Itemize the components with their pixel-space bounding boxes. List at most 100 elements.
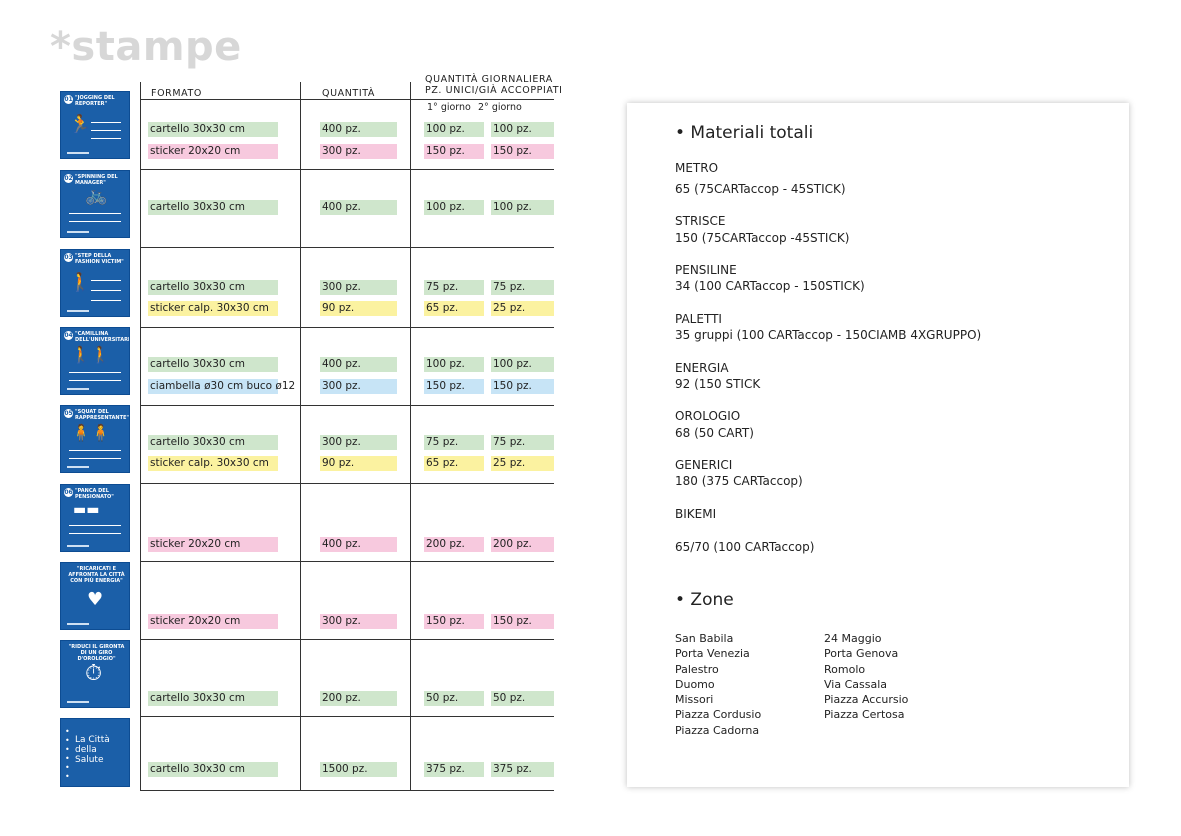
day1-cell: 100 pz. bbox=[424, 200, 484, 215]
day1-cell: 100 pz. bbox=[424, 122, 484, 137]
poster-thumbnail: 06 "PANCA DEL PENSIONATO" ▬▬ bbox=[60, 484, 130, 552]
material-value: 35 gruppi (100 CARTaccop - 150CIAMB 4XGR… bbox=[675, 328, 982, 342]
poster-number: 05 bbox=[64, 409, 73, 418]
material-value: 65/70 (100 CARTaccop) bbox=[675, 540, 815, 554]
quantity-cell: 300 pz. bbox=[320, 614, 397, 629]
day1-cell: 100 pz. bbox=[424, 357, 484, 372]
quantity-cell: 90 pz. bbox=[320, 301, 397, 316]
day2-cell: 25 pz. bbox=[491, 301, 554, 316]
material-value: 180 (375 CARTaccop) bbox=[675, 474, 803, 488]
header-day1: 1° giorno bbox=[427, 102, 471, 113]
row-separator bbox=[140, 247, 554, 248]
battery-heart-icon: ♥ bbox=[87, 589, 104, 610]
quantity-cell: 400 pz. bbox=[320, 357, 397, 372]
material-value: 92 (150 STICK bbox=[675, 377, 761, 391]
zone-item: Romolo bbox=[824, 662, 866, 676]
day2-cell: 25 pz. bbox=[491, 456, 554, 471]
zone-item: Missori bbox=[675, 693, 714, 707]
day2-cell: 150 pz. bbox=[491, 144, 554, 159]
format-cell: sticker calp. 30x30 cm bbox=[148, 456, 278, 471]
row-separator bbox=[140, 639, 554, 640]
quantity-cell: 90 pz. bbox=[320, 456, 397, 471]
format-cell: sticker 20x20 cm bbox=[148, 537, 278, 552]
poster-title: "JOGGING DEL REPORTER" bbox=[75, 95, 115, 107]
format-cell: cartello 30x30 cm bbox=[148, 435, 278, 450]
poster-thumbnail: 01 "JOGGING DEL REPORTER" 🏃 bbox=[60, 91, 130, 159]
day2-cell: 100 pz. bbox=[491, 200, 554, 215]
walking-figures-icon: 🚶🚶 bbox=[71, 345, 111, 364]
poster-title: "SQUAT DEL RAPPRESENTANTE" bbox=[75, 409, 130, 421]
poster-thumbnail: "RIDUCI IL GIRONTA DI UN GIRO D'OROLOGIO… bbox=[60, 640, 130, 708]
header-quantita: QUANTITÀ bbox=[322, 88, 376, 99]
day1-cell: 150 pz. bbox=[424, 144, 484, 159]
day1-cell: 200 pz. bbox=[424, 537, 484, 552]
zone-item: Via Cassala bbox=[824, 677, 887, 691]
row-separator bbox=[140, 716, 554, 717]
material-name: OROLOGIO bbox=[675, 409, 741, 423]
material-name: GENERICI bbox=[675, 458, 733, 472]
day1-cell: 65 pz. bbox=[424, 301, 484, 316]
day1-cell: 75 pz. bbox=[424, 435, 484, 450]
bicycle-icon: 🚲 bbox=[85, 185, 108, 206]
material-value: 34 (100 CARTaccop - 150STICK) bbox=[675, 279, 865, 293]
zones-column-1: San Babila Porta Venezia Palestro Duomo … bbox=[675, 631, 761, 738]
poster-thumbnail: La Città della Salute • • • • • • bbox=[60, 718, 130, 787]
row-separator bbox=[140, 483, 554, 484]
material-value: 65 (75CARTaccop - 45STICK) bbox=[675, 182, 846, 196]
poster-title: "CAMILLINA DELL'UNIVERSITARIO" bbox=[75, 331, 130, 343]
day2-cell: 50 pz. bbox=[491, 691, 554, 706]
zone-item: Duomo bbox=[675, 677, 715, 691]
zone-item: 24 Maggio bbox=[824, 632, 882, 645]
quantity-cell: 1500 pz. bbox=[320, 762, 397, 777]
zone-title: • Zone bbox=[675, 590, 734, 610]
summary-panel: • Materiali totali METRO 65 (75CARTaccop… bbox=[627, 103, 1129, 787]
day2-cell: 150 pz. bbox=[491, 614, 554, 629]
table-header-line bbox=[140, 99, 554, 100]
material-value: 150 (75CARTaccop -45STICK) bbox=[675, 231, 850, 245]
day2-cell: 200 pz. bbox=[491, 537, 554, 552]
poster-title: "RICARICATI E AFFRONTA LA CITTÀ CON PIÙ … bbox=[68, 566, 125, 584]
poster-thumbnail: "RICARICATI E AFFRONTA LA CITTÀ CON PIÙ … bbox=[60, 562, 130, 630]
poster-title: La Città della Salute bbox=[75, 735, 110, 765]
quantity-cell: 300 pz. bbox=[320, 435, 397, 450]
runner-icon: 🏃 bbox=[69, 114, 92, 135]
day1-cell: 150 pz. bbox=[424, 379, 484, 394]
zone-item: Palestro bbox=[675, 662, 719, 676]
header-day2: 2° giorno bbox=[478, 102, 522, 113]
table-divider-qty bbox=[300, 82, 301, 791]
poster-title: "SPINNING DEL MANAGER" bbox=[75, 174, 118, 186]
day2-cell: 150 pz. bbox=[491, 379, 554, 394]
poster-title: "STEP DELLA FASHION VICTIM" bbox=[75, 253, 124, 265]
day1-cell: 65 pz. bbox=[424, 456, 484, 471]
poster-title: "RIDUCI IL GIRONTA DI UN GIRO D'OROLOGIO… bbox=[68, 644, 125, 662]
format-cell: sticker calp. 30x30 cm bbox=[148, 301, 278, 316]
page-title: *stampe bbox=[50, 24, 242, 70]
format-cell: sticker 20x20 cm bbox=[148, 144, 278, 159]
format-cell: cartello 30x30 cm bbox=[148, 200, 278, 215]
header-daily-line1: QUANTITÀ GIORNALIERA bbox=[425, 74, 553, 85]
row-separator bbox=[140, 561, 554, 562]
material-name: PENSILINE bbox=[675, 263, 737, 277]
zones-column-2: 24 Maggio Porta Genova Romolo Via Cassal… bbox=[824, 631, 908, 723]
quantity-cell: 400 pz. bbox=[320, 537, 397, 552]
bench-icon: ▬▬ bbox=[73, 502, 100, 518]
quantity-cell: 300 pz. bbox=[320, 144, 397, 159]
quantity-cell: 300 pz. bbox=[320, 280, 397, 295]
format-cell: cartello 30x30 cm bbox=[148, 280, 278, 295]
format-cell: cartello 30x30 cm bbox=[148, 691, 278, 706]
day1-cell: 50 pz. bbox=[424, 691, 484, 706]
format-cell: cartello 30x30 cm bbox=[148, 357, 278, 372]
day2-cell: 100 pz. bbox=[491, 122, 554, 137]
zone-item: Porta Venezia bbox=[675, 647, 750, 661]
poster-thumbnail: 04 "CAMILLINA DELL'UNIVERSITARIO" 🚶🚶 bbox=[60, 327, 130, 395]
day1-cell: 375 pz. bbox=[424, 762, 484, 777]
row-separator bbox=[140, 169, 554, 170]
header-daily-line2: PZ. UNICI/GIÀ ACCOPPIATI bbox=[425, 85, 563, 96]
poster-thumbnail: 05 "SQUAT DEL RAPPRESENTANTE" 🧍🧍 bbox=[60, 405, 130, 473]
day1-cell: 150 pz. bbox=[424, 614, 484, 629]
zone-item: San Babila bbox=[675, 632, 734, 645]
day2-cell: 75 pz. bbox=[491, 280, 554, 295]
stopwatch-icon: ⏱ bbox=[85, 661, 103, 686]
dots-icon: • • • • • • bbox=[65, 727, 70, 781]
zone-item: Piazza Certosa bbox=[824, 708, 905, 722]
